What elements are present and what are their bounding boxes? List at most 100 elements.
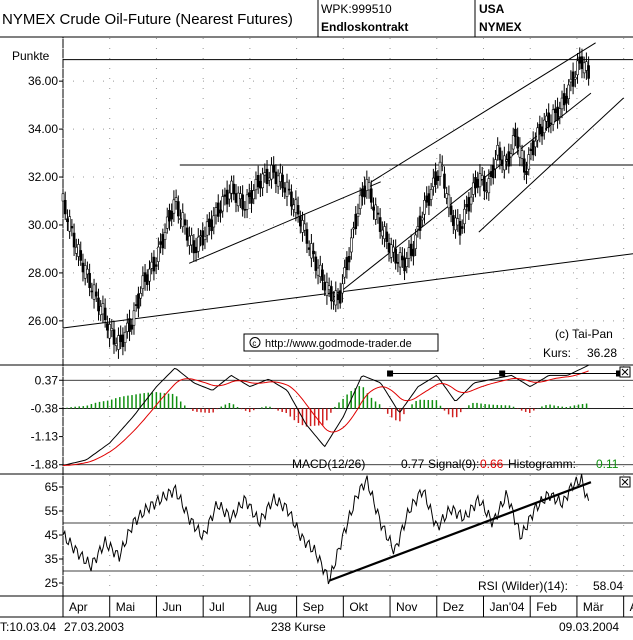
url-text[interactable]: http://www.godmode-trader.de: [265, 338, 412, 350]
price-panel: 36.00 34.00 32.00 30.00 28.00 26.00: [28, 42, 633, 359]
candle-body: [323, 281, 326, 291]
candle-body: [132, 310, 136, 326]
candle-body: [312, 250, 315, 255]
candle-body: [518, 145, 522, 158]
macd-value: 0.77: [401, 457, 425, 471]
candle-body: [527, 154, 531, 170]
candle-body: [372, 206, 375, 211]
candle-body: [416, 226, 420, 230]
candle-body: [243, 209, 247, 211]
candle-body: [254, 178, 258, 191]
candle-body: [210, 219, 213, 232]
line-handle[interactable]: [387, 370, 394, 377]
candle-body: [185, 227, 189, 241]
candle-body: [283, 187, 287, 193]
candle-body: [88, 273, 91, 288]
month-label: Mai: [116, 600, 135, 614]
candle-body: [516, 136, 519, 149]
candle-body: [407, 247, 411, 259]
url-box[interactable]: c http://www.godmode-trader.de: [243, 333, 439, 352]
candle-body: [294, 199, 298, 213]
candle-body: [538, 123, 542, 135]
candle-body: [250, 189, 253, 204]
month-label: Jul: [209, 600, 224, 614]
candle-body: [188, 235, 191, 246]
candle-body: [63, 200, 67, 215]
month-label: Nov: [396, 600, 417, 614]
candle-body: [467, 197, 471, 212]
price-ytick-label: 36.00: [28, 74, 58, 88]
candle-body: [542, 119, 546, 133]
candle-body: [236, 192, 240, 207]
month-label: Feb: [536, 600, 557, 614]
candle-body: [256, 175, 260, 188]
trend-line: [62, 253, 633, 329]
candle-body: [130, 324, 134, 330]
line-handle[interactable]: [499, 370, 506, 377]
candle-body: [549, 122, 553, 125]
candle-body: [343, 267, 346, 278]
candle-body: [281, 174, 284, 189]
candle-body: [341, 283, 344, 294]
candle-body: [369, 188, 373, 203]
candle-body: [338, 290, 342, 304]
candle-body: [347, 255, 351, 263]
candle-body: [423, 200, 426, 215]
candle-body: [567, 84, 570, 99]
candle-body: [216, 202, 220, 217]
candle-body: [287, 188, 291, 191]
candle-body: [429, 189, 433, 200]
macd-line: [62, 364, 589, 466]
candle-body: [150, 261, 154, 269]
candle-body: [551, 109, 555, 125]
month-label: Aug: [256, 600, 277, 614]
price-ytick-label: 30.00: [28, 218, 58, 232]
line-handle[interactable]: [615, 370, 622, 377]
macd-ytick-label: -1.13: [31, 430, 59, 444]
signal-line: [62, 370, 589, 466]
candle-body: [154, 264, 158, 267]
candle-body: [259, 181, 262, 189]
candle-body: [68, 216, 71, 232]
candle-body: [547, 112, 550, 128]
candle-body: [203, 235, 207, 241]
candle-body: [392, 246, 395, 253]
rsi-caption: RSI (Wilder)(14):: [478, 579, 568, 593]
candle-body: [208, 218, 211, 227]
candle-body: [560, 97, 564, 110]
candle-body: [263, 172, 267, 176]
trend-line: [371, 42, 596, 183]
candle-body: [199, 235, 202, 238]
candle-body: [574, 77, 577, 80]
candle-body: [168, 209, 171, 222]
macd-close-icon[interactable]: [619, 366, 631, 378]
candle-body: [99, 306, 103, 316]
candle-body: [239, 193, 242, 199]
last-price-caption: Kurs:: [543, 346, 571, 360]
candle-body: [491, 164, 495, 179]
rsi-close-icon[interactable]: [619, 476, 631, 488]
rsi-line: [62, 473, 590, 585]
macd-ytick-label: -0.38: [31, 401, 59, 415]
candle-body: [509, 153, 513, 158]
rsi-ytick-label: 55: [45, 504, 59, 518]
candle-body: [183, 219, 187, 226]
candle-body: [290, 191, 293, 207]
candle-body: [301, 220, 304, 233]
candle-body: [101, 303, 105, 315]
candle-body: [511, 135, 515, 150]
candle-body: [110, 328, 114, 331]
candle-body: [285, 181, 289, 197]
candle-body: [460, 226, 464, 229]
candle-body: [494, 159, 497, 170]
candle-body: [569, 78, 573, 83]
candle-body: [381, 229, 384, 237]
candle-body: [545, 115, 548, 122]
histogram-value: 0.11: [596, 457, 619, 471]
candle-body: [177, 201, 180, 217]
candle-body: [396, 262, 400, 264]
candle-body: [205, 221, 209, 236]
candle-body: [174, 197, 178, 202]
candle-body: [330, 286, 333, 302]
candle-body: [389, 244, 393, 258]
